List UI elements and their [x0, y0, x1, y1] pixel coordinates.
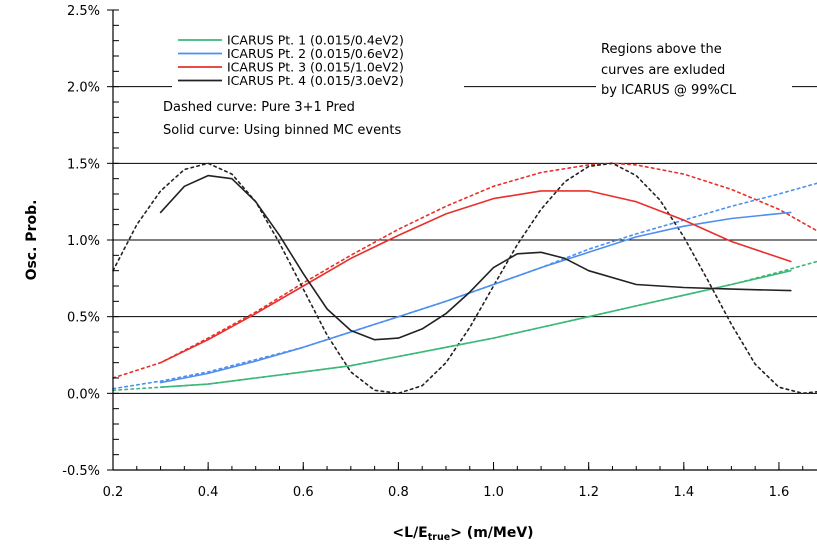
legend-label-4: ICARUS Pt. 4 (0.015/3.0eV2): [227, 73, 404, 88]
series-line-3-dashed: [112, 162, 817, 395]
x-tick-label: 0.8: [388, 485, 409, 500]
annotation-line-1: Regions above the: [601, 42, 722, 57]
y-tick-label: 2.0%: [67, 81, 100, 96]
legend-label-1: ICARUS Pt. 1 (0.015/0.4eV2): [227, 33, 404, 48]
note-solid: Solid curve: Using binned MC events: [163, 123, 401, 138]
annotation-box: [596, 38, 792, 102]
legend-label-3: ICARUS Pt. 3 (0.015/1.0eV2): [227, 60, 404, 75]
x-tick-label: 0.6: [293, 485, 314, 500]
y-tick-label: 0.5%: [67, 311, 100, 326]
series-line-7-solid: [159, 174, 792, 341]
note-dashed: Dashed curve: Pure 3+1 Pred: [163, 100, 355, 115]
y-tick-label: 2.5%: [67, 4, 100, 19]
x-tick-label: 0.4: [198, 485, 219, 500]
x-tick-label: 1.2: [578, 485, 599, 500]
series-line-1-dashed: [112, 182, 817, 390]
series-line-4-solid: [159, 269, 792, 389]
x-tick-label: 1.4: [673, 485, 694, 500]
series-line-2-dashed: [112, 162, 817, 379]
y-tick-label: 0.0%: [67, 387, 100, 402]
y-tick-label: -0.5%: [62, 464, 100, 479]
y-tick-label: 1.5%: [67, 157, 100, 172]
legend-label-2: ICARUS Pt. 2 (0.015/0.6eV2): [227, 46, 404, 61]
annotation-line-3: by ICARUS @ 99%CL: [601, 83, 737, 98]
x-tick-label: 1.0: [483, 485, 504, 500]
series-line-5-solid: [159, 211, 792, 384]
x-tick-label: 0.2: [103, 485, 124, 500]
series-layer: [112, 162, 817, 395]
series-line-6-solid: [159, 190, 792, 364]
x-tick-label: 1.6: [769, 485, 790, 500]
legend: ICARUS Pt. 1 (0.015/0.4eV2)ICARUS Pt. 2 …: [172, 33, 464, 89]
annotation-line-2: curves are exluded: [601, 63, 725, 78]
y-tick-label: 1.0%: [67, 234, 100, 249]
x-axis-title: <L/Etrue> (m/MeV): [392, 525, 533, 543]
ticks: -0.5% 0.0% 0.5% 1.0% 1.5% 2.0% 2.5% 0.2 0.4 0.6 0.…: [62, 4, 804, 500]
y-axis-title: Osc. Prob.: [24, 200, 40, 281]
